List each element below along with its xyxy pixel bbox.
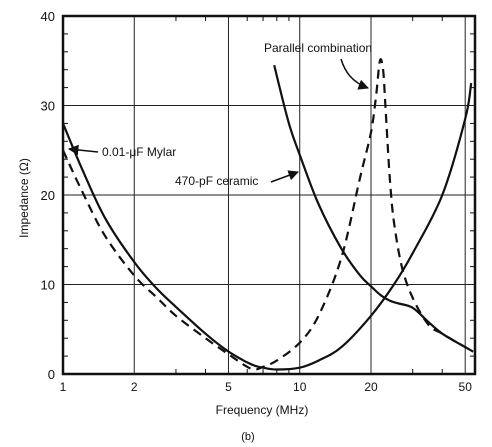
series-layer	[63, 58, 474, 371]
annotation-ceramic: 470-pF ceramic	[175, 170, 299, 188]
annotation-parallel: Parallel combination	[264, 41, 372, 90]
ticks: 1 2 5 10 20 50 0 10 20 30 40	[41, 9, 475, 394]
x-tick-label: 10	[293, 380, 307, 394]
annotation-arrow	[270, 170, 299, 183]
x-tick-label: 5	[225, 380, 232, 394]
y-tick-label: 30	[41, 99, 55, 114]
y-tick-label: 0	[48, 367, 55, 382]
grid	[62, 15, 475, 375]
x-tick-label: 50	[459, 380, 473, 394]
x-axis-label: Frequency (MHz)	[216, 403, 309, 417]
annotation-arrow	[340, 58, 369, 90]
x-tick-label: 1	[60, 380, 67, 394]
y-tick-label: 40	[41, 9, 55, 24]
x-tick-label: 2	[131, 380, 138, 394]
annotation-label: 470-pF ceramic	[175, 174, 258, 188]
plot-frame	[61, 14, 477, 376]
series-line-parallel-combination	[63, 58, 474, 371]
series-line-0-01-f-mylar	[63, 82, 473, 371]
figure-caption: (b)	[241, 431, 254, 443]
y-tick-label: 10	[41, 278, 55, 293]
annotation-label: 0.01-μF Mylar	[102, 145, 176, 159]
annotation-arrow	[67, 144, 99, 156]
x-tick-label: 20	[364, 380, 378, 394]
y-axis-label: Impedance (Ω)	[17, 158, 31, 238]
y-tick-label: 20	[41, 188, 55, 203]
annotation-mylar: 0.01-μF Mylar	[67, 144, 176, 159]
annotation-label: Parallel combination	[264, 41, 372, 55]
